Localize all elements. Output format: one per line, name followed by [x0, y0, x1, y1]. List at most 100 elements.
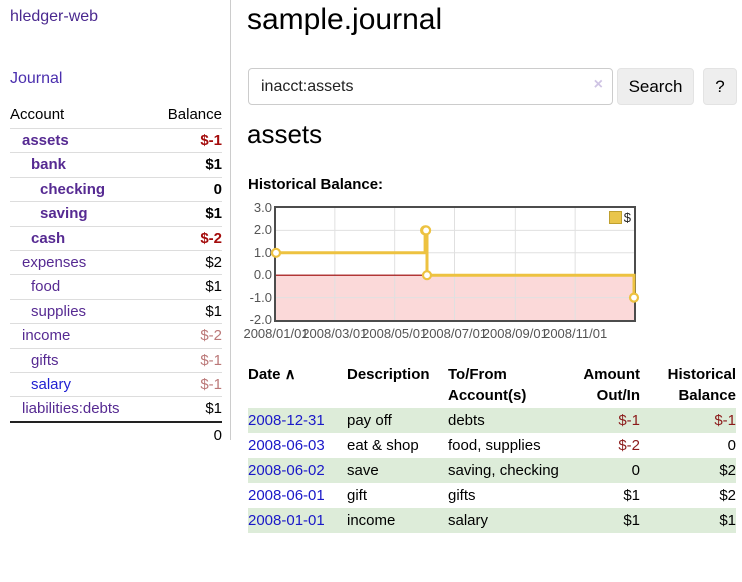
column-header-description[interactable]: Description [347, 362, 448, 408]
account-link-saving[interactable]: saving [40, 205, 88, 223]
account-row: income $-2 [10, 323, 222, 347]
transaction-accounts-cell: salary [448, 512, 489, 529]
account-balance: $2 [205, 253, 222, 271]
transaction-description-cell: pay off [347, 412, 392, 429]
account-link-assets[interactable]: assets [22, 132, 69, 149]
account-balance: 0 [213, 180, 222, 198]
transaction-date-cell: 2008-06-01 [248, 483, 347, 508]
accounts-table: Account Balance assets $-1 bank $1 checking 0… [10, 102, 222, 446]
account-balance: $1 [205, 302, 222, 320]
transaction-row: 2008-06-03 eat & shop food, supplies $-2 0 [248, 433, 736, 458]
search-input[interactable] [248, 68, 613, 105]
account-link-checking[interactable]: checking [40, 180, 106, 198]
account-link-food[interactable]: food [31, 278, 61, 296]
transaction-date-link[interactable]: 2008-06-03 [248, 437, 325, 454]
accounts-header-balance: Balance [167, 106, 222, 123]
transaction-balance-cell: $2 [719, 487, 736, 504]
transaction-date-link[interactable]: 2008-12-31 [248, 412, 325, 429]
accounts-table-header: Account Balance [10, 102, 222, 128]
transaction-date-cell: 2008-12-31 [248, 408, 347, 433]
account-row: supplies $1 [10, 298, 222, 323]
account-balance: $-1 [200, 132, 222, 149]
transaction-row: 2008-12-31 pay off debts $-1 $-1 [248, 408, 736, 433]
account-balance: $1 [205, 278, 222, 296]
account-balance: $1 [205, 205, 222, 223]
account-link-liabilities-debts[interactable]: liabilities:debts [22, 400, 120, 418]
account-link-salary[interactable]: salary [31, 375, 72, 393]
transaction-balance-cell: $2 [719, 462, 736, 479]
account-row: saving $1 [10, 201, 222, 225]
column-header-date[interactable]: Date ∧ [248, 362, 347, 408]
account-link-gifts[interactable]: gifts [31, 351, 59, 369]
transaction-description-cell: gift [347, 487, 368, 504]
account-row: salary $-1 [10, 371, 222, 396]
account-link-bank[interactable]: bank [31, 156, 67, 174]
account-balance: $1 [205, 156, 222, 174]
transaction-date-cell: 2008-06-02 [248, 458, 347, 483]
transaction-row: 2008-06-01 gift gifts $1 $2 [248, 483, 736, 508]
account-row: gifts $-1 [10, 347, 222, 372]
legend-label: $ [623, 210, 631, 225]
y-axis-tick-label: 1.0 [253, 244, 272, 260]
transaction-date-cell: 2008-06-03 [248, 433, 347, 458]
data-point-marker [270, 247, 282, 258]
sort-ascending-icon: ∧ [280, 366, 296, 383]
clear-search-icon[interactable]: × [593, 76, 603, 93]
transaction-date-link[interactable]: 2008-06-02 [248, 462, 325, 479]
data-point-marker [421, 225, 432, 236]
transaction-amount-cell: $1 [623, 512, 640, 529]
account-link-cash[interactable]: cash [31, 229, 66, 247]
y-axis-tick-label: 2.0 [253, 222, 272, 238]
account-link-expenses[interactable]: expenses [22, 253, 87, 271]
data-point-marker [628, 292, 640, 303]
x-axis-tick-label: 2008/07/01 [421, 326, 488, 341]
transaction-balance-cell: 0 [727, 437, 736, 454]
balance-chart[interactable]: $ [270, 206, 640, 322]
transaction-amount-cell: $-1 [560, 408, 640, 433]
help-button[interactable]: ? [703, 68, 737, 105]
x-axis-tick-label: 2008/03/01 [302, 326, 368, 341]
transactions-table: Date ∧ Description To/From Account(s) Amoun… [248, 362, 736, 533]
transaction-accounts-cell: gifts [448, 487, 476, 504]
transaction-date-link[interactable]: 2008-06-01 [248, 487, 325, 504]
transaction-row: 2008-01-01 income salary $1 $1 [248, 508, 736, 533]
account-link-income[interactable]: income [22, 327, 71, 345]
column-header-label: Amount Out/In [583, 366, 640, 404]
account-row: assets $-1 [10, 128, 222, 152]
transaction-amount-cell-value: $-1 [618, 412, 640, 429]
account-row: expenses $2 [10, 249, 222, 274]
sidebar-item-journal[interactable]: Journal [10, 70, 63, 87]
chart-title: Historical Balance: [248, 176, 384, 193]
column-header-historical-balance[interactable]: Historical Balance [640, 362, 736, 408]
brand-link[interactable]: hledger-web [10, 8, 99, 25]
register-account-title: assets [247, 119, 323, 149]
account-balance: $-2 [200, 229, 222, 247]
legend-swatch-icon [608, 211, 622, 224]
transaction-date-link[interactable]: 2008-01-01 [248, 512, 325, 529]
search-button[interactable]: Search [617, 68, 694, 105]
account-row: cash $-2 [10, 225, 222, 250]
column-header-label: Historical Balance [667, 366, 736, 404]
accounts-header-account: Account [10, 106, 65, 123]
chart-legend: $ [608, 210, 631, 225]
column-header-amount-out-in[interactable]: Amount Out/In [560, 362, 640, 408]
transaction-amount-cell: 0 [631, 462, 640, 479]
search-box: × [248, 68, 613, 105]
transaction-balance-cell: $-1 [640, 408, 736, 433]
transaction-date-cell: 2008-01-01 [248, 508, 347, 533]
account-link-supplies[interactable]: supplies [31, 302, 87, 320]
account-balance: $-1 [200, 375, 222, 393]
transaction-amount-cell: $-2 [560, 433, 640, 458]
transaction-description-cell: income [347, 512, 396, 529]
account-balance: $-1 [200, 351, 222, 369]
accounts-total-row: 0 [10, 420, 222, 446]
column-header-label: Date [248, 366, 281, 383]
account-row: liabilities:debts $1 [10, 396, 222, 420]
account-row: bank $1 [10, 152, 222, 176]
column-header-label: To/From Account(s) [448, 366, 527, 404]
transaction-accounts-cell: saving, checking [448, 462, 559, 479]
sidebar: hledger-web Journal Account Balance asse… [0, 0, 231, 444]
y-axis-tick-label: -2.0 [249, 312, 272, 327]
column-header-to-from-account-s-[interactable]: To/From Account(s) [448, 362, 560, 408]
